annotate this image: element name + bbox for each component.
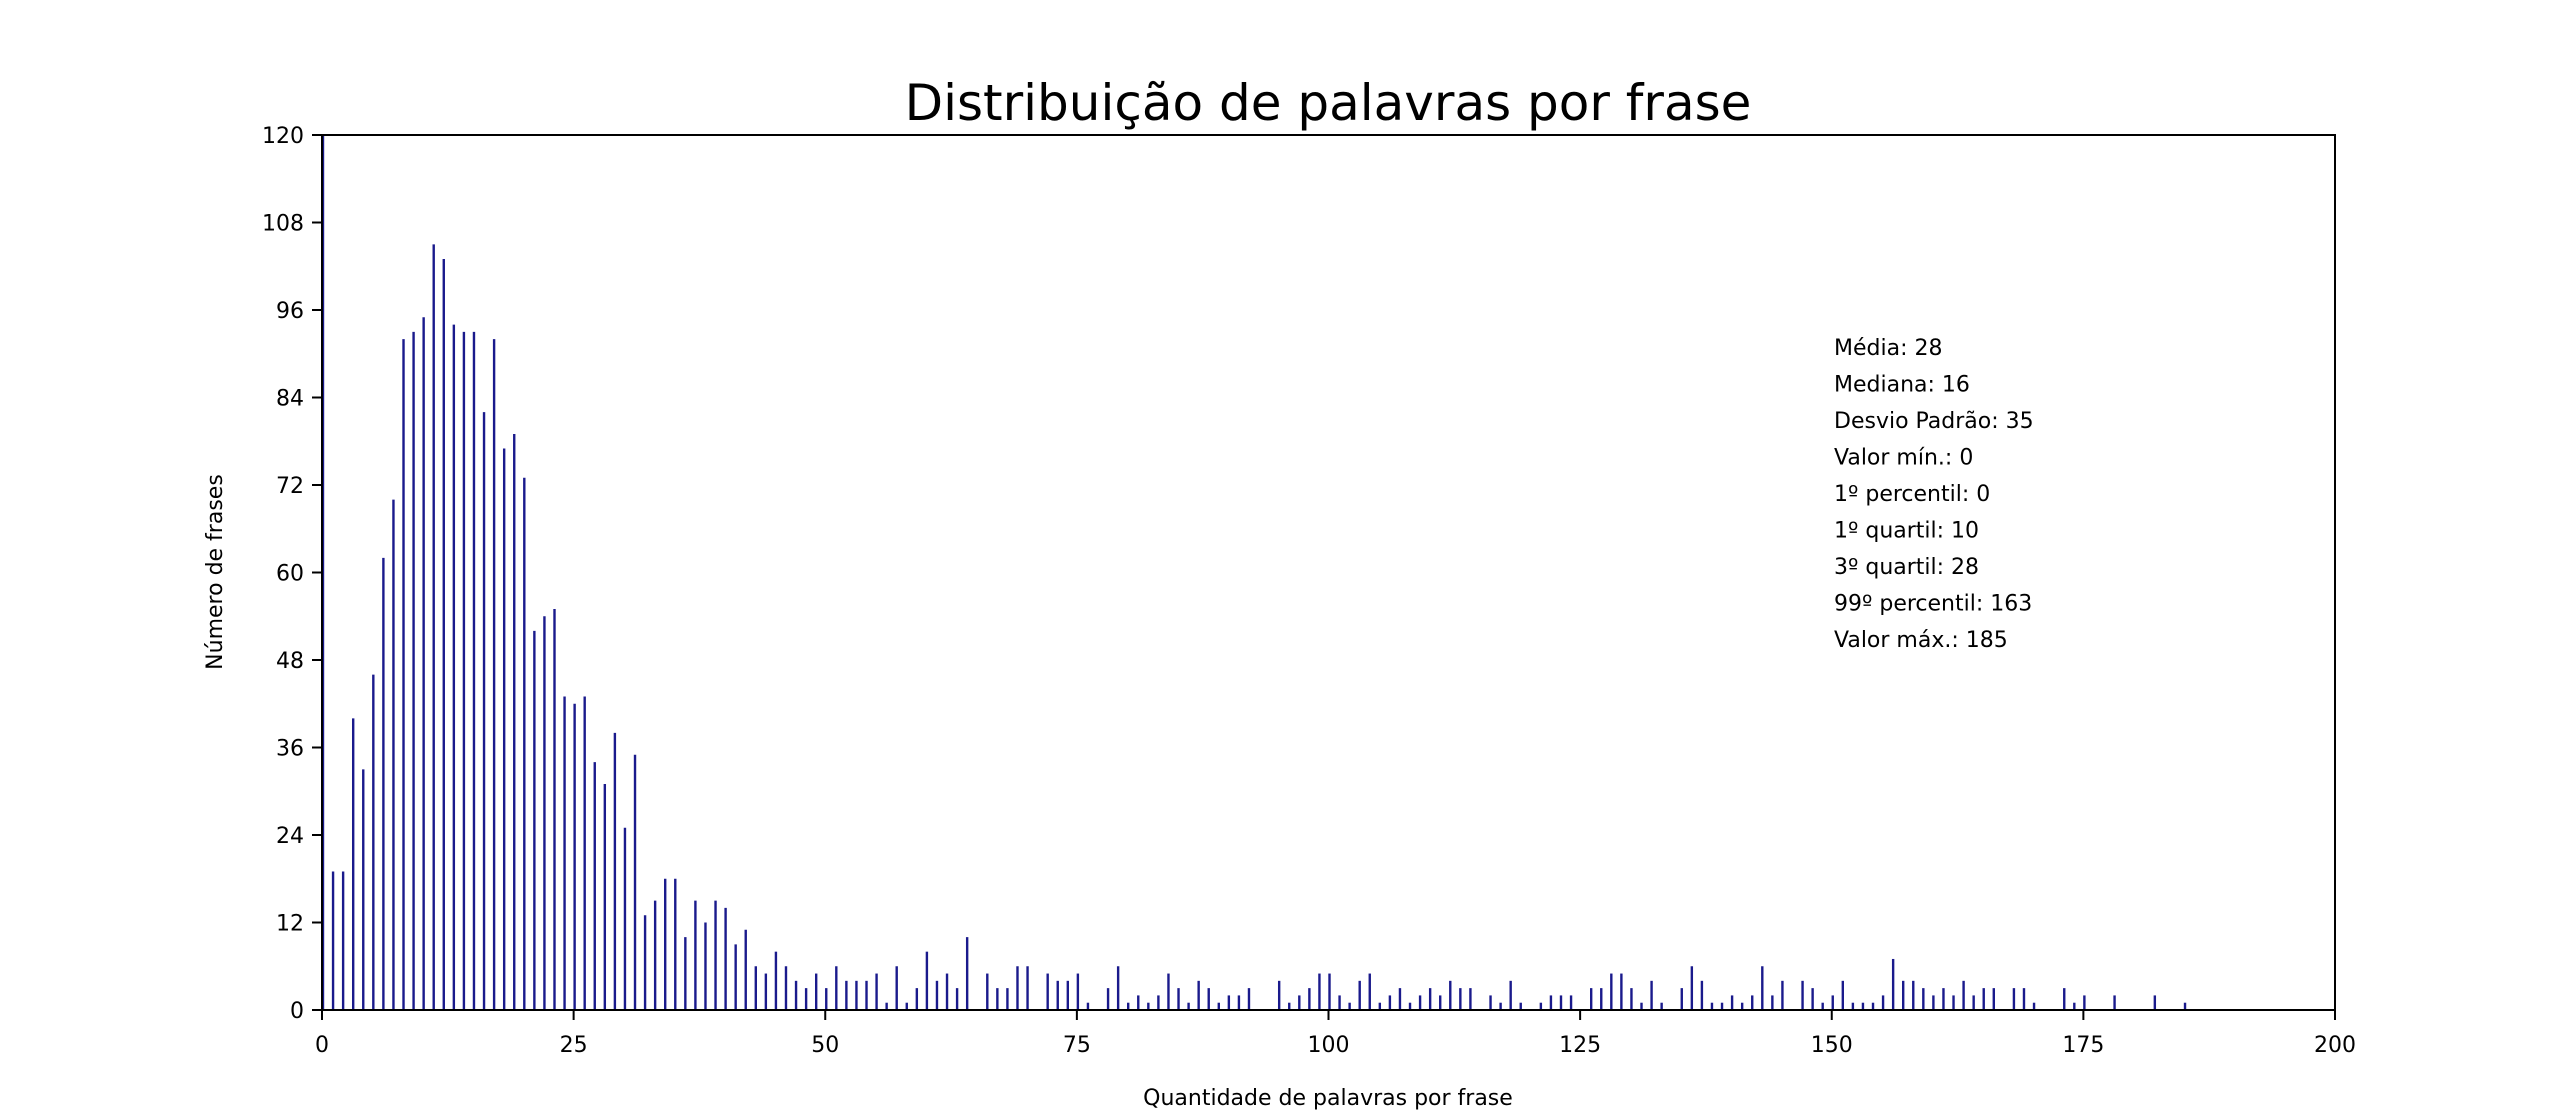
y-tick-label: 48 [276, 649, 304, 674]
statistics-summary: Média: 28 Mediana: 16 Desvio Padrão: 35 Val… [1834, 336, 2034, 653]
chart-title: Distribuição de palavras por frase [905, 74, 1752, 132]
y-axis-label: Número de frases [203, 474, 228, 670]
stat-line: 99º percentil: 163 [1834, 592, 2032, 617]
x-tick-label: 0 [315, 1033, 329, 1058]
stat-line: 3º quartil: 28 [1834, 555, 1979, 580]
x-tick-label: 50 [811, 1033, 839, 1058]
y-tick-label: 24 [276, 824, 304, 849]
stat-line: 1º quartil: 10 [1834, 519, 1979, 544]
x-tick-label: 25 [560, 1033, 588, 1058]
stat-line: 1º percentil: 0 [1834, 482, 1990, 507]
stat-line: Média: 28 [1834, 336, 1942, 361]
x-axis-ticks: 0 25 50 75 100 125 150 175 200 [315, 1010, 2356, 1058]
y-tick-label: 60 [276, 562, 304, 587]
stat-line: Valor máx.: 185 [1834, 628, 2008, 653]
stat-line: Mediana: 16 [1834, 373, 1970, 398]
bars-group [321, 135, 2187, 1010]
y-tick-label: 108 [262, 212, 304, 237]
stat-line: Desvio Padrão: 35 [1834, 409, 2034, 434]
y-tick-label: 120 [262, 124, 304, 149]
stat-line: Valor mín.: 0 [1834, 446, 1973, 471]
y-tick-label: 12 [276, 912, 304, 937]
y-tick-label: 72 [276, 474, 304, 499]
x-tick-label: 175 [2062, 1033, 2104, 1058]
x-tick-label: 200 [2314, 1033, 2356, 1058]
y-tick-label: 0 [290, 999, 304, 1024]
y-axis-ticks: 0 12 24 36 48 60 72 84 96 108 120 [262, 124, 322, 1024]
x-tick-label: 150 [1811, 1033, 1853, 1058]
x-tick-label: 75 [1063, 1033, 1091, 1058]
y-tick-label: 84 [276, 387, 304, 412]
x-axis-label: Quantidade de palavras por frase [1143, 1086, 1513, 1111]
x-tick-label: 125 [1559, 1033, 1601, 1058]
x-tick-label: 100 [1308, 1033, 1350, 1058]
plot-frame [321, 134, 2336, 1011]
y-tick-label: 36 [276, 737, 304, 762]
y-tick-label: 96 [276, 299, 304, 324]
